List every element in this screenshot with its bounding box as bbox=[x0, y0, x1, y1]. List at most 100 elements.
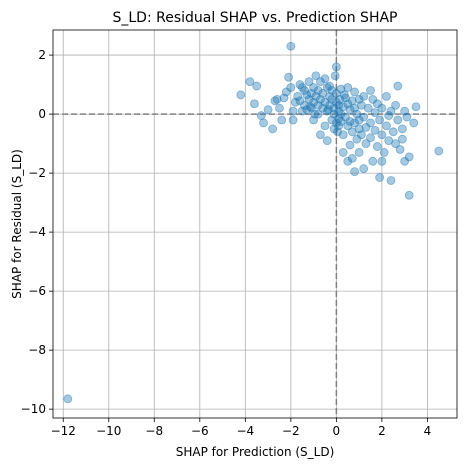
data-point bbox=[409, 118, 419, 128]
data-point bbox=[284, 72, 293, 82]
data-point bbox=[391, 139, 400, 148]
data-point bbox=[361, 139, 371, 148]
data-point bbox=[377, 130, 387, 140]
data-point bbox=[313, 86, 323, 95]
data-point bbox=[404, 152, 414, 162]
grid bbox=[53, 30, 457, 418]
y-tick-label: 2 bbox=[38, 48, 46, 62]
data-point bbox=[404, 190, 414, 200]
data-point bbox=[63, 394, 73, 404]
data-point bbox=[350, 118, 359, 128]
data-point bbox=[268, 124, 278, 134]
data-point bbox=[320, 74, 330, 84]
data-point bbox=[350, 87, 359, 97]
data-point bbox=[393, 81, 403, 91]
y-axis-ticks: −10 −8 −6 −4 −2 0 2 bbox=[21, 48, 53, 416]
data-point bbox=[357, 130, 366, 140]
data-point bbox=[352, 134, 362, 144]
x-tick-label: −4 bbox=[236, 424, 254, 438]
data-point bbox=[327, 86, 337, 95]
data-point bbox=[345, 140, 355, 150]
y-tick-label: −2 bbox=[28, 166, 46, 180]
data-point bbox=[384, 111, 394, 120]
data-point bbox=[368, 156, 378, 166]
data-point bbox=[434, 146, 444, 156]
data-point bbox=[334, 121, 344, 131]
data-point bbox=[372, 142, 382, 151]
data-point bbox=[286, 83, 296, 92]
data-point bbox=[341, 112, 350, 122]
data-point bbox=[286, 41, 296, 51]
x-tick-label: −10 bbox=[96, 424, 121, 438]
y-tick-label: −4 bbox=[28, 225, 46, 239]
data-point bbox=[397, 134, 407, 144]
data-point bbox=[366, 86, 375, 95]
data-point bbox=[382, 121, 391, 131]
data-point bbox=[393, 115, 403, 125]
data-point bbox=[361, 122, 371, 132]
data-point bbox=[388, 127, 398, 137]
x-tick-label: −2 bbox=[282, 424, 300, 438]
data-point bbox=[339, 90, 349, 100]
data-point bbox=[270, 96, 280, 106]
data-point bbox=[368, 94, 378, 104]
data-point bbox=[395, 145, 405, 154]
data-point bbox=[370, 108, 380, 118]
data-point bbox=[411, 102, 421, 112]
x-tick-label: 0 bbox=[333, 424, 341, 438]
data-point bbox=[343, 156, 353, 166]
data-point bbox=[288, 115, 298, 125]
y-axis-title: SHAP for Residual (S_LD) bbox=[10, 149, 24, 299]
data-point bbox=[400, 156, 410, 166]
data-point bbox=[379, 148, 389, 157]
data-point bbox=[275, 103, 284, 113]
x-tick-label: −6 bbox=[191, 424, 209, 438]
x-tick-label: 2 bbox=[378, 424, 386, 438]
x-axis-title: SHAP for Prediction (S_LD) bbox=[176, 445, 335, 459]
y-tick-label: −6 bbox=[28, 284, 46, 298]
data-point bbox=[375, 115, 385, 125]
reference-lines bbox=[53, 30, 457, 418]
chart-title: S_LD: Residual SHAP vs. Prediction SHAP bbox=[112, 10, 397, 26]
data-point bbox=[354, 148, 364, 157]
data-point bbox=[363, 103, 373, 113]
data-point bbox=[359, 112, 369, 122]
data-point bbox=[295, 80, 305, 89]
data-point bbox=[329, 109, 339, 119]
data-point bbox=[316, 130, 325, 140]
data-point bbox=[366, 133, 375, 143]
data-point bbox=[359, 91, 369, 101]
data-point bbox=[372, 99, 382, 109]
y-tick-label: −10 bbox=[21, 402, 46, 416]
x-tick-label: 4 bbox=[424, 424, 432, 438]
data-point bbox=[370, 125, 380, 135]
data-point bbox=[336, 117, 346, 126]
data-point bbox=[295, 96, 305, 106]
data-point bbox=[377, 103, 387, 113]
data-point bbox=[366, 118, 375, 128]
data-point bbox=[281, 87, 291, 97]
data-point bbox=[322, 136, 332, 146]
plot-frame bbox=[52, 29, 458, 419]
data-point bbox=[391, 100, 400, 110]
data-point bbox=[375, 173, 385, 182]
data-point bbox=[277, 115, 287, 125]
data-point bbox=[293, 91, 303, 101]
data-point bbox=[252, 81, 262, 91]
data-point bbox=[259, 118, 268, 128]
data-point bbox=[402, 112, 412, 122]
data-point bbox=[310, 109, 320, 119]
x-tick-label: −8 bbox=[145, 424, 163, 438]
data-point bbox=[263, 105, 273, 115]
x-tick-label: −12 bbox=[51, 424, 76, 438]
data-point bbox=[309, 83, 319, 92]
data-point bbox=[338, 130, 348, 140]
data-point bbox=[305, 102, 315, 112]
data-point bbox=[245, 77, 255, 87]
data-point bbox=[377, 156, 387, 166]
data-points bbox=[63, 41, 444, 404]
data-point bbox=[386, 106, 396, 116]
data-point bbox=[311, 71, 321, 81]
data-point bbox=[350, 167, 359, 177]
